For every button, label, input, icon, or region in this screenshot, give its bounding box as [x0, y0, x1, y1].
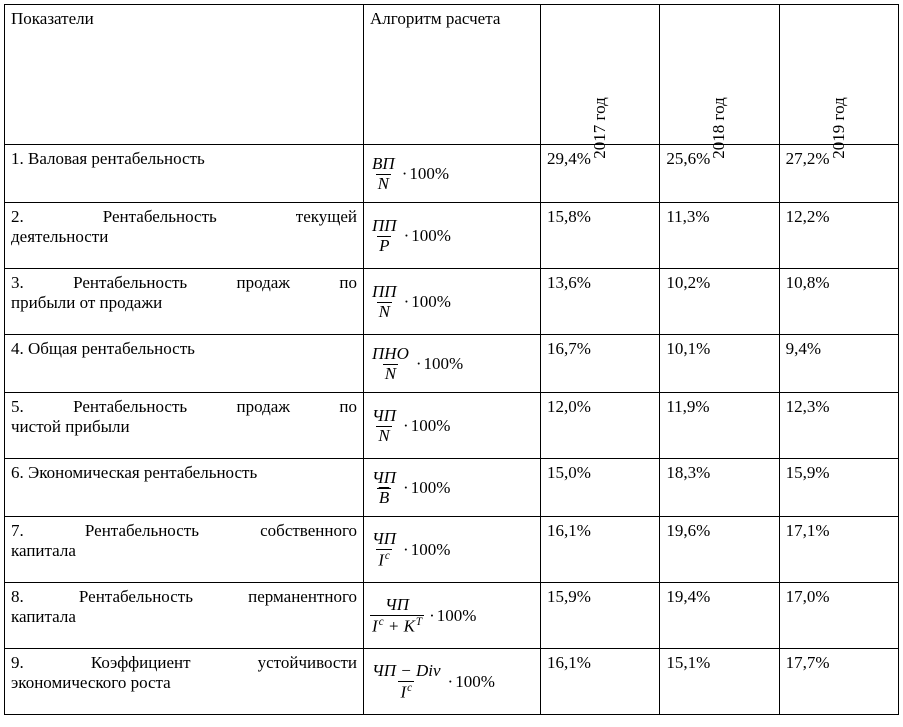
- algorithm-cell: ЧП − DivIc·100%: [364, 649, 541, 715]
- algorithm-cell: ЧПN·100%: [364, 393, 541, 459]
- value-cell: 19,6%: [660, 517, 779, 583]
- table-row: 6. Экономическая рентабельностьЧПB·100%1…: [5, 459, 899, 517]
- indicator-cell: 3. Рентабельность продаж поприбыли от пр…: [5, 269, 364, 335]
- header-year-2017: 2017 год: [540, 5, 659, 145]
- header-algorithm: Алгоритм расчета: [364, 5, 541, 145]
- value-cell: 16,1%: [540, 649, 659, 715]
- algorithm-cell: ВПN·100%: [364, 145, 541, 203]
- indicator-cell: 2. Рентабельность текущейдеятельности: [5, 203, 364, 269]
- value-cell: 15,9%: [779, 459, 898, 517]
- value-cell: 13,6%: [540, 269, 659, 335]
- algorithm-cell: ППN·100%: [364, 269, 541, 335]
- table-header-row: Показатели Алгоритм расчета 2017 год 201…: [5, 5, 899, 145]
- table-row: 9. Коэффициент устойчивостиэкономическог…: [5, 649, 899, 715]
- table-row: 5. Рентабельность продаж почистой прибыл…: [5, 393, 899, 459]
- header-year-2019: 2019 год: [779, 5, 898, 145]
- value-cell: 12,3%: [779, 393, 898, 459]
- table-row: 8. Рентабельность перманентногокапиталаЧ…: [5, 583, 899, 649]
- year-label: 2017 год: [590, 97, 610, 158]
- year-label: 2019 год: [829, 97, 849, 158]
- value-cell: 10,1%: [660, 335, 779, 393]
- year-label: 2018 год: [709, 97, 729, 158]
- value-cell: 10,8%: [779, 269, 898, 335]
- header-indicator: Показатели: [5, 5, 364, 145]
- value-cell: 15,1%: [660, 649, 779, 715]
- profitability-table: Показатели Алгоритм расчета 2017 год 201…: [4, 4, 899, 715]
- value-cell: 11,9%: [660, 393, 779, 459]
- table-row: 1. Валовая рентабельностьВПN·100%29,4%25…: [5, 145, 899, 203]
- value-cell: 17,0%: [779, 583, 898, 649]
- indicator-cell: 7. Рентабельность собственногокапитала: [5, 517, 364, 583]
- indicator-cell: 9. Коэффициент устойчивостиэкономическог…: [5, 649, 364, 715]
- indicator-cell: 4. Общая рентабельность: [5, 335, 364, 393]
- indicator-cell: 5. Рентабельность продаж почистой прибыл…: [5, 393, 364, 459]
- algorithm-cell: ЧПIc·100%: [364, 517, 541, 583]
- algorithm-cell: ЧПB·100%: [364, 459, 541, 517]
- page: Показатели Алгоритм расчета 2017 год 201…: [0, 0, 903, 719]
- value-cell: 15,8%: [540, 203, 659, 269]
- indicator-cell: 6. Экономическая рентабельность: [5, 459, 364, 517]
- value-cell: 18,3%: [660, 459, 779, 517]
- value-cell: 11,3%: [660, 203, 779, 269]
- indicator-cell: 8. Рентабельность перманентногокапитала: [5, 583, 364, 649]
- value-cell: 17,7%: [779, 649, 898, 715]
- value-cell: 12,2%: [779, 203, 898, 269]
- indicator-cell: 1. Валовая рентабельность: [5, 145, 364, 203]
- table-row: 2. Рентабельность текущейдеятельностиППP…: [5, 203, 899, 269]
- value-cell: 17,1%: [779, 517, 898, 583]
- header-year-2018: 2018 год: [660, 5, 779, 145]
- table-row: 7. Рентабельность собственногокапиталаЧП…: [5, 517, 899, 583]
- value-cell: 15,0%: [540, 459, 659, 517]
- table-row: 3. Рентабельность продаж поприбыли от пр…: [5, 269, 899, 335]
- value-cell: 12,0%: [540, 393, 659, 459]
- value-cell: 16,1%: [540, 517, 659, 583]
- value-cell: 16,7%: [540, 335, 659, 393]
- value-cell: 15,9%: [540, 583, 659, 649]
- algorithm-cell: ППP·100%: [364, 203, 541, 269]
- algorithm-cell: ПНОN·100%: [364, 335, 541, 393]
- table-row: 4. Общая рентабельностьПНОN·100%16,7%10,…: [5, 335, 899, 393]
- algorithm-cell: ЧПIc + KT·100%: [364, 583, 541, 649]
- value-cell: 10,2%: [660, 269, 779, 335]
- value-cell: 19,4%: [660, 583, 779, 649]
- value-cell: 9,4%: [779, 335, 898, 393]
